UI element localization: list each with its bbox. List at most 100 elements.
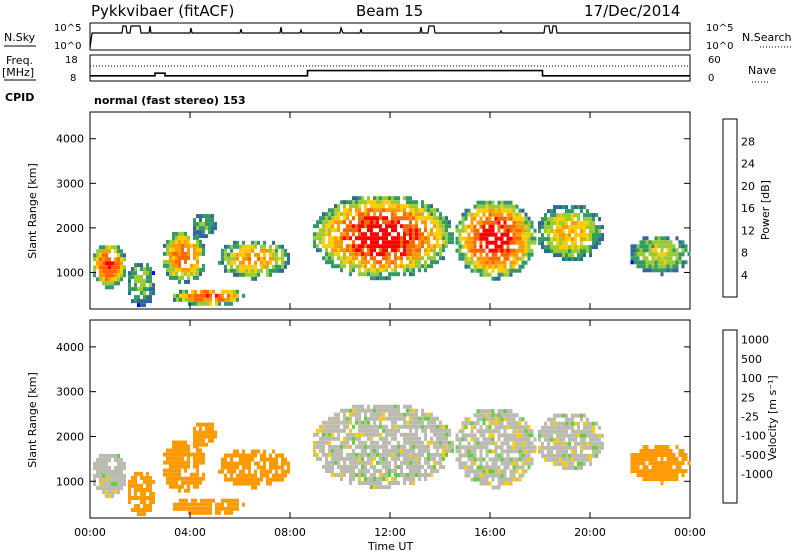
power-cell — [108, 285, 111, 290]
power-cell — [242, 272, 245, 277]
power-cell — [521, 248, 525, 253]
power-cell — [93, 265, 96, 270]
power-cell — [562, 221, 565, 226]
velocity-cell — [149, 504, 152, 508]
velocity-cell — [415, 440, 418, 445]
velocity-cell — [134, 471, 137, 476]
velocity-cell — [565, 461, 568, 466]
power-cell — [550, 237, 553, 242]
power-cell — [470, 212, 474, 217]
power-cell — [382, 208, 385, 213]
velocity-cell — [439, 432, 442, 437]
x-axis-label: Time UT — [367, 540, 413, 553]
velocity-cell — [503, 461, 507, 466]
velocity-cell — [521, 441, 525, 446]
power-cell — [352, 240, 355, 245]
power-cell — [263, 240, 266, 245]
power-cell — [376, 252, 379, 257]
power-cell — [642, 236, 646, 241]
power-cell — [391, 208, 394, 213]
velocity-cell — [470, 433, 474, 438]
velocity-cell — [361, 473, 364, 477]
power-cell — [193, 230, 196, 235]
velocity-cell — [108, 470, 111, 474]
velocity-cell — [461, 437, 465, 442]
power-cell — [361, 260, 364, 265]
velocity-cell — [421, 420, 424, 425]
power-cell — [196, 239, 199, 244]
power-cell — [648, 260, 652, 265]
velocity-cell — [654, 477, 658, 482]
velocity-cell — [415, 473, 418, 477]
power-cell — [433, 244, 436, 249]
power-cell — [233, 268, 236, 273]
power-cell — [445, 244, 448, 249]
velocity-cell — [482, 469, 486, 474]
power-cell — [284, 252, 287, 257]
velocity-cell — [424, 448, 427, 453]
nave-tick-bottom: 0 — [708, 73, 714, 84]
power-cell — [527, 252, 531, 257]
velocity-cell — [196, 464, 199, 469]
power-cell — [515, 248, 519, 253]
velocity-cell — [230, 457, 233, 462]
power-cell — [412, 240, 415, 245]
velocity-cell — [400, 452, 403, 457]
power-cell — [684, 244, 688, 249]
power-cell — [651, 268, 655, 273]
power-cell — [630, 256, 634, 261]
velocity-cell — [509, 417, 513, 422]
velocity-cell — [509, 425, 513, 430]
power-cell — [272, 268, 275, 273]
power-cell — [415, 200, 418, 205]
power-cell — [367, 208, 370, 213]
power-cell — [370, 224, 373, 229]
power-cell — [553, 245, 556, 250]
velocity-cell — [169, 464, 172, 469]
power-cell — [433, 216, 436, 221]
power-cell — [500, 244, 504, 249]
velocity-cell — [485, 477, 489, 482]
power-cell — [506, 224, 510, 229]
velocity-cell — [260, 473, 263, 478]
power-cell — [406, 204, 409, 209]
power-cell — [424, 204, 427, 209]
power-cell — [415, 248, 418, 253]
power-cell — [439, 252, 442, 257]
velocity-cell — [512, 473, 516, 478]
velocity-cell — [337, 416, 340, 421]
power-cell — [473, 268, 477, 273]
velocity-cell — [233, 449, 236, 454]
velocity-cell — [239, 457, 242, 462]
power-data-layer — [93, 196, 691, 308]
station-title: Pykkvibaer (fitACF) — [91, 2, 234, 20]
velocity-cell — [497, 453, 501, 458]
power-cell — [208, 222, 211, 227]
power-cell — [503, 200, 507, 205]
velocity-cell — [592, 425, 595, 430]
velocity-cell — [184, 488, 187, 493]
power-cell — [251, 264, 254, 269]
power-cell — [436, 208, 439, 213]
power-cell — [367, 216, 370, 221]
power-cell — [221, 256, 224, 261]
power-cell — [275, 268, 278, 273]
velocity-cell — [406, 465, 409, 469]
velocity-cell — [346, 432, 349, 437]
power-cell — [352, 196, 355, 201]
power-cell — [470, 228, 474, 233]
power-cell — [488, 272, 492, 277]
velocity-cell — [521, 453, 525, 458]
velocity-cell — [663, 473, 667, 478]
power-cell — [108, 281, 111, 286]
power-cell — [346, 224, 349, 229]
power-cell — [412, 232, 415, 237]
power-cell — [205, 222, 208, 227]
power-cell — [328, 220, 331, 225]
velocity-cell — [500, 457, 504, 462]
velocity-cell — [503, 437, 507, 442]
velocity-cell — [403, 460, 406, 465]
velocity-cell — [583, 421, 586, 426]
power-cell — [476, 264, 480, 269]
power-cell — [388, 244, 391, 249]
